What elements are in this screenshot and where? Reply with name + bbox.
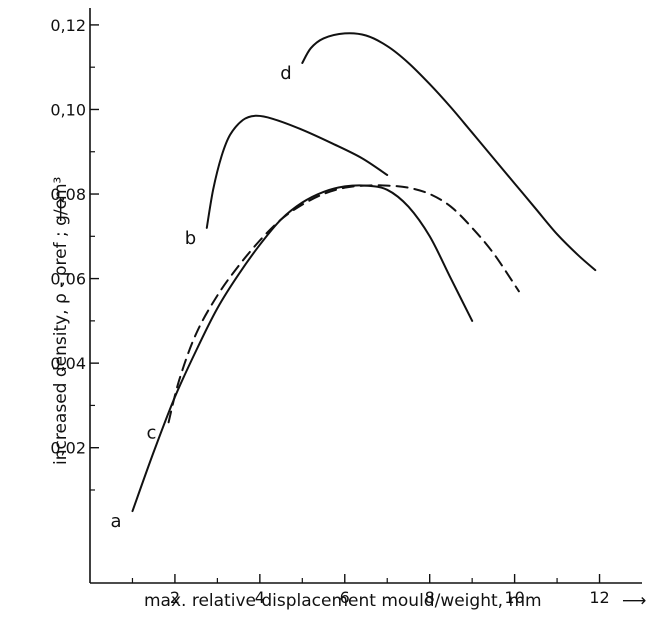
- ticks: 2 4 6 8 10 12 0,02 0,04 0,06 0,08 0,10 0,12: [50, 16, 609, 607]
- y-axis-arrow-icon: ⟶: [51, 198, 71, 222]
- x-tick-label: 6: [340, 588, 350, 607]
- labels: a b c d: [110, 63, 291, 532]
- curve-a: [131, 184, 474, 513]
- curve-d: [301, 32, 597, 272]
- x-axis-title: max. relative displacement mould/weight,…: [144, 591, 542, 611]
- curve-label-c: c: [147, 422, 157, 443]
- x-tick-label: 8: [425, 588, 435, 607]
- curve-b: [205, 114, 389, 229]
- axes: [89, 8, 642, 584]
- y-tick-label: 0,12: [50, 16, 86, 35]
- y-tick-label: 0,02: [50, 439, 86, 458]
- y-tick-label: 0,10: [50, 100, 86, 119]
- curve-label-b: b: [185, 228, 196, 249]
- y-tick-label: 0,04: [50, 354, 86, 373]
- curve-label-a: a: [110, 511, 121, 532]
- x-tick-label: 2: [170, 588, 180, 607]
- x-tick-label: 4: [255, 588, 265, 607]
- curve-label-d: d: [280, 63, 291, 84]
- y-axis-title: increased density, ρ - ρref ; g/cm³: [51, 177, 71, 465]
- x-tick-label: 12: [589, 588, 609, 607]
- y-tick-label: 0,08: [50, 185, 86, 204]
- curve-c: [167, 184, 520, 424]
- x-tick-label: 10: [504, 588, 524, 607]
- y-tick-label: 0,06: [50, 270, 86, 289]
- curves: [131, 32, 597, 513]
- x-axis-arrow-icon: ⟶: [622, 591, 646, 611]
